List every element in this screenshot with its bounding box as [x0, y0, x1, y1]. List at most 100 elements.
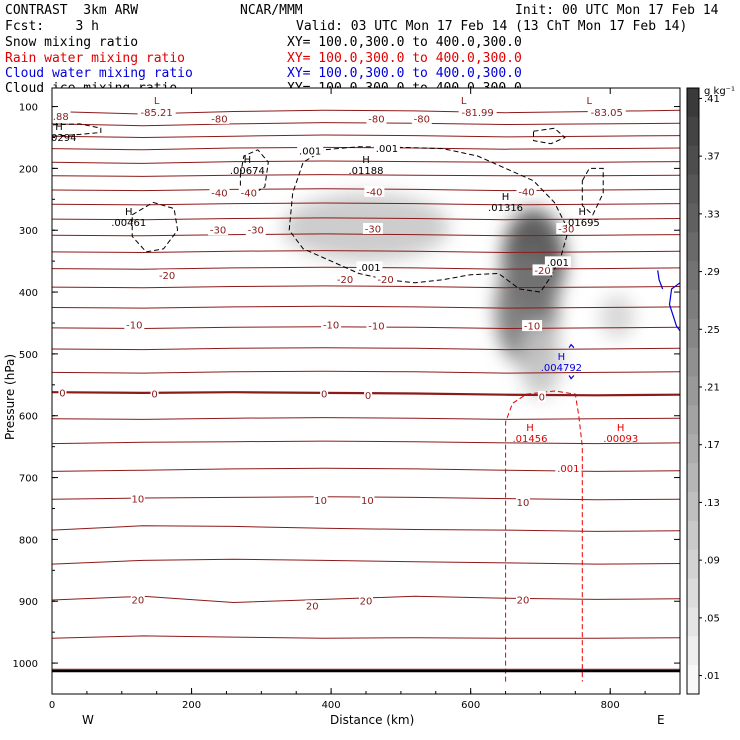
- cloud-water-contour-3: [568, 375, 575, 380]
- temperature-label-14-bg: [157, 269, 178, 281]
- temperature-label-1-bg: [209, 112, 230, 124]
- extremum-l-marker-1: L: [461, 96, 467, 107]
- temperature-isotherm-23: [52, 558, 680, 565]
- y-tick-label-800: 800: [19, 535, 38, 546]
- x-tick-label-0: 0: [49, 700, 55, 711]
- temperature-isotherm-13: [52, 305, 680, 309]
- temperature-label-16-bg: [375, 273, 396, 285]
- value-label-3-bg: [356, 261, 383, 273]
- extremum-value-11: .00093: [603, 434, 638, 445]
- colorbar-segment-13: [687, 463, 699, 493]
- y-tick-label-500: 500: [19, 350, 38, 361]
- temperature-label-19-bg: [321, 318, 342, 330]
- colorbar-label-8: .33: [704, 209, 720, 220]
- temperature-label-24: 0: [321, 390, 327, 401]
- east-label: E: [657, 713, 665, 727]
- init-time: Init: 00 UTC Mon 17 Feb 14: [515, 3, 719, 18]
- value-label-4-bg: [544, 256, 571, 268]
- temperature-isotherm-25: [52, 635, 680, 639]
- temperature-label-27-bg: [130, 493, 145, 505]
- temperature-label-12: -30: [365, 224, 381, 235]
- colorbar-label-0: .01: [704, 671, 720, 682]
- extremum-h-marker-11: H: [617, 423, 625, 434]
- temperature-isotherm-16: [52, 370, 680, 374]
- temperature-label-25: 0: [365, 391, 371, 402]
- colorbar-segment-12: [687, 434, 699, 464]
- temperature-label-28-bg: [313, 494, 328, 506]
- x-tick-label-400: 400: [322, 700, 341, 711]
- cloud-water-contour-2: [568, 343, 575, 349]
- y-tick-label-1000: 1000: [13, 659, 38, 670]
- west-label: W: [82, 713, 94, 727]
- temperature-label-2-bg: [366, 112, 387, 124]
- colorbar-segment-9: [687, 347, 699, 378]
- temperature-label-1: -80: [211, 114, 227, 125]
- value-label-4: .001: [547, 258, 569, 269]
- y-tick-label-600: 600: [19, 412, 38, 423]
- extremum-h-marker-4: H: [244, 155, 252, 166]
- extremum-value-8: .01695: [565, 218, 600, 229]
- extremum-value-4: .00674: [230, 166, 265, 177]
- temperature-label-8-bg: [364, 185, 385, 197]
- temperature-label-16: -20: [377, 275, 393, 286]
- y-tick-label-100: 100: [19, 103, 38, 114]
- snow-blob-2: [519, 322, 562, 398]
- value-label-0-bg: [52, 110, 71, 122]
- temperature-label-5: -83.05: [591, 108, 623, 119]
- field-rain-xy: XY= 100.0,300.0 to 400.0,300.0: [287, 51, 522, 66]
- colorbar-segment-8: [687, 318, 699, 349]
- colorbar-unit: g kg⁻¹: [704, 86, 735, 97]
- colorbar-segment-20: [687, 665, 699, 695]
- temperature-label-26-bg: [537, 391, 546, 403]
- colorbar-segment-7: [687, 290, 699, 320]
- temperature-label-18-bg: [124, 318, 145, 330]
- field-cloudwater-xy: XY= 100.0,300.0 to 400.0,300.0: [287, 66, 522, 81]
- temperature-label-33-bg: [359, 595, 373, 607]
- extremum-h-marker-8: H: [579, 207, 587, 218]
- colorbar-segment-18: [687, 607, 699, 637]
- temperature-label-21: -10: [524, 322, 540, 333]
- extremum-h-marker-3: H: [55, 122, 63, 133]
- x-tick-label-800: 800: [601, 700, 620, 711]
- y-tick-label-200: 200: [19, 164, 38, 175]
- x-tick-label-600: 600: [461, 700, 480, 711]
- extremum-h-marker-7: H: [502, 192, 510, 203]
- colorbar-segment-3: [687, 174, 699, 204]
- colorbar-label-1: .05: [704, 613, 720, 624]
- temperature-label-27: 10: [131, 495, 144, 506]
- colorbar-label-9: .37: [704, 152, 720, 163]
- cloud-water-contour-0: [657, 270, 664, 290]
- colorbar-segment-17: [687, 578, 699, 608]
- temperature-isotherm-10: [52, 250, 680, 254]
- temperature-label-5-bg: [587, 106, 626, 118]
- temperature-label-25-bg: [364, 389, 373, 401]
- contour-labels: -85.21 -80 -80 -80 -81.99 -83.05 -40 -40 -40 -40 -…: [52, 96, 638, 613]
- colorbar-segment-0: [687, 88, 699, 118]
- temperature-label-18: -10: [126, 320, 142, 331]
- temperature-label-31-bg: [130, 594, 145, 606]
- extremum-value-5: .01188: [349, 166, 384, 177]
- temperature-isotherm-2: [52, 134, 680, 139]
- temperature-label-0: -85.21: [141, 108, 173, 119]
- temperature-label-13: -30: [558, 224, 574, 235]
- extremum-value-6: .00461: [111, 218, 146, 229]
- colorbar-label-5: .21: [704, 383, 720, 394]
- field-cloudwater-name: Cloud water mixing ratio: [5, 66, 193, 81]
- colorbar-label-3: .13: [704, 498, 720, 509]
- temperature-label-6: -40: [211, 189, 227, 200]
- colorbar-label-7: .29: [704, 267, 720, 278]
- x-axis-label: Distance (km): [330, 713, 414, 727]
- temperature-label-17-bg: [532, 264, 553, 276]
- extremum-l-marker-2: L: [586, 96, 592, 107]
- center-label: NCAR/MMM: [240, 3, 303, 18]
- temperature-label-30: 10: [517, 498, 530, 509]
- temperature-label-3: -80: [414, 114, 430, 125]
- rain-contour: [505, 390, 583, 682]
- temperature-label-24-bg: [320, 388, 329, 400]
- y-tick-label-900: 900: [19, 597, 38, 608]
- temperature-label-11: -30: [248, 226, 264, 237]
- field-rain-name: Rain water mixing ratio: [5, 51, 186, 66]
- temperature-label-0-bg: [137, 106, 176, 118]
